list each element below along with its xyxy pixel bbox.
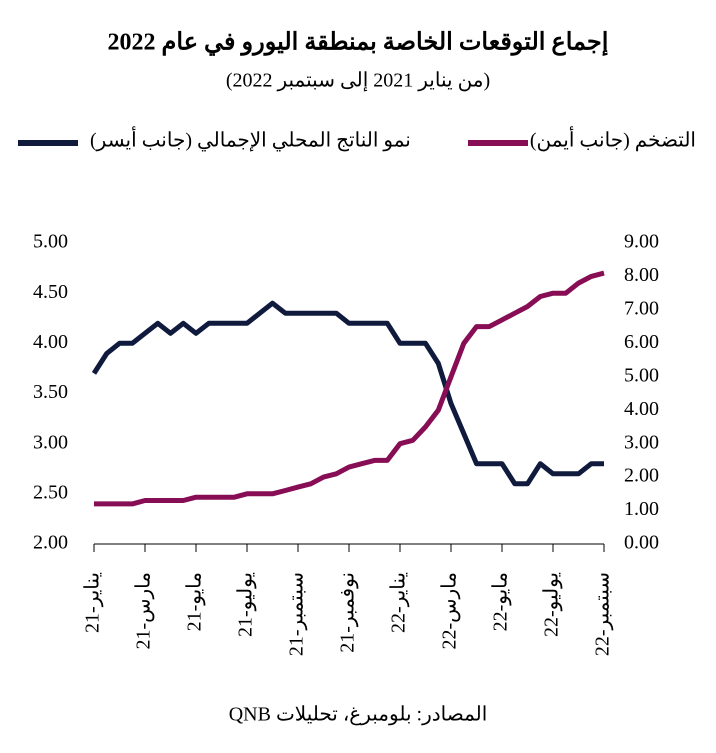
y2-tick-label: 1.00 (624, 498, 659, 520)
x-tick-label: يناير-21 (82, 572, 104, 633)
y2-tick-label: 8.00 (624, 264, 659, 286)
x-tick-label: مايو-21 (184, 572, 206, 631)
series-line (94, 270, 605, 507)
y-tick-label: 2.00 (33, 532, 68, 554)
y2-tick-label: 7.00 (624, 297, 659, 319)
x-tick-label: يناير-22 (388, 572, 410, 633)
y2-tick-label: 5.00 (624, 364, 659, 386)
x-tick-label: مايو-22 (490, 572, 512, 631)
y-tick-label: 2.50 (33, 481, 68, 503)
x-tick-label: يوليو-21 (235, 572, 257, 637)
x-tick-label: سبتمبر-22 (592, 572, 614, 656)
series-line (91, 300, 604, 487)
y2-tick-label: 9.00 (624, 231, 659, 253)
y2-tick-label: 4.00 (624, 398, 659, 420)
y-tick-label: 4.00 (33, 331, 68, 353)
y-tick-label: 3.50 (33, 381, 68, 403)
legend-label: التضخم (جانب أيمن) (530, 126, 696, 152)
x-tick-label: مارس-21 (133, 572, 155, 650)
chart-title: إجماع التوقعات الخاصة بمنطقة اليورو في ع… (108, 30, 609, 57)
x-tick-label: سبتمبر-21 (286, 572, 308, 656)
y2-tick-label: 0.00 (624, 532, 659, 554)
legend-label: نمو الناتج المحلي الإجمالي (جانب أيسر) (90, 126, 411, 153)
y2-tick-label: 6.00 (624, 331, 659, 353)
y-tick-label: 4.50 (33, 281, 68, 303)
source: المصادر: بلومبرغ، تحليلات QNB (229, 704, 488, 726)
x-tick-label: مارس-22 (439, 572, 461, 650)
y2-tick-label: 3.00 (624, 431, 659, 453)
y-tick-label: 5.00 (33, 231, 68, 253)
x-tick-label: نوفمبر-21 (337, 572, 359, 653)
x-tick-label: يوليو-22 (541, 572, 563, 637)
y2-tick-label: 2.00 (624, 465, 659, 487)
chart-subtitle: (من يناير 2021 إلى سبتمبر 2022) (226, 70, 490, 93)
y-tick-label: 3.00 (33, 431, 68, 453)
